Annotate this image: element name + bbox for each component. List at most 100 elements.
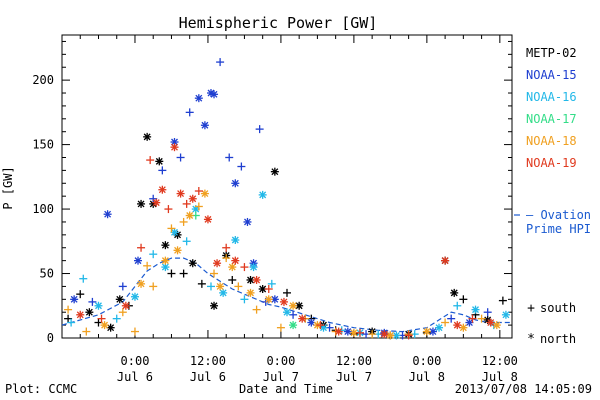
x-tick-label-time: 12:00 [190, 354, 226, 368]
metp-02-point [258, 285, 267, 294]
south-marker-symbol: + [527, 301, 535, 316]
noaa-15-point [483, 308, 492, 317]
noaa-18-point [118, 308, 127, 317]
noaa-15-point [243, 217, 252, 226]
noaa-15-point [231, 179, 240, 188]
noaa-18-point [368, 330, 377, 339]
noaa-15-point [134, 256, 143, 265]
metp-02-point [137, 199, 146, 208]
noaa-18-point [492, 321, 501, 330]
noaa-15-point [88, 297, 97, 306]
legend-ovation-prime-hpi: Prime HPI [526, 222, 591, 236]
metp-02-point [85, 308, 94, 317]
plot-frame [61, 34, 513, 339]
noaa-15-point [200, 121, 209, 130]
noaa-18-point [200, 189, 209, 198]
noaa-18-point [137, 279, 146, 288]
noaa-18-point [246, 288, 255, 297]
noaa-19-point [231, 256, 240, 265]
noaa-18-point [234, 282, 243, 291]
noaa-16-point [501, 310, 510, 319]
noaa-15-point [237, 162, 246, 171]
x-tick-label-date: Jul 6 [190, 370, 226, 384]
north-marker-label: north [540, 332, 576, 346]
legend-noaa-17: NOAA-17 [526, 112, 577, 126]
data-points-group [64, 58, 510, 340]
noaa-16-point [149, 250, 158, 259]
metp-02-point [179, 269, 188, 278]
noaa-18-point [194, 202, 203, 211]
x-tick-label-date: Jul 7 [263, 370, 299, 384]
legend-noaa-19: NOAA-19 [526, 156, 577, 170]
noaa-19-point [164, 205, 173, 214]
noaa-19-point [188, 194, 197, 203]
metp-02-point [270, 167, 279, 176]
metp-02-point [459, 295, 468, 304]
y-tick-label: 200 [32, 73, 54, 87]
metp-02-point [115, 295, 124, 304]
noaa-18-point [100, 321, 109, 330]
legend-noaa-16: NOAA-16 [526, 90, 577, 104]
noaa-19-point [404, 331, 413, 340]
noaa-16-point [94, 301, 103, 310]
noaa-16-point [283, 308, 291, 317]
noaa-19-point [222, 243, 231, 252]
noaa-16-point [471, 305, 480, 314]
noaa-16-point [231, 236, 240, 245]
noaa-18-point [143, 261, 152, 270]
x-tick-label-time: 12:00 [336, 354, 372, 368]
noaa-18-point [252, 305, 261, 314]
noaa-16-point [453, 301, 462, 310]
metp-02-point [76, 290, 85, 299]
noaa-16-point [258, 190, 267, 199]
ovation-prime-line [61, 257, 512, 333]
noaa-16-point [67, 318, 76, 327]
noaa-18-point [210, 269, 219, 278]
metp-02-point [450, 288, 459, 297]
noaa-19-point [252, 275, 261, 284]
noaa-18-point [130, 327, 139, 336]
noaa-16-point [170, 228, 179, 237]
noaa-19-point [380, 330, 389, 339]
noaa-15-point [194, 94, 203, 103]
noaa-19-point [298, 314, 307, 323]
metp-02-point [228, 275, 237, 284]
noaa-19-point [486, 318, 495, 327]
noaa-18-point [82, 327, 91, 336]
noaa-19-point [355, 328, 364, 337]
x-tick-label-date: Jul 7 [336, 370, 372, 384]
noaa-16-point [219, 288, 228, 297]
metp-02-point [197, 279, 206, 288]
plot-timestamp: 2013/07/08 14:05:09 [455, 382, 592, 396]
noaa-18-point [276, 323, 285, 332]
x-tick-label-date: Jul 8 [482, 370, 518, 384]
noaa-18-point [289, 301, 298, 310]
noaa-15-point [70, 295, 79, 304]
metp-02-point [498, 296, 507, 305]
noaa-19-point [76, 310, 85, 319]
legend-noaa-18: NOAA-18 [526, 134, 577, 148]
noaa-15-point [225, 153, 234, 162]
noaa-18-point [222, 254, 231, 263]
legend-metp-02: METP-02 [526, 46, 577, 60]
noaa-19-point [453, 321, 462, 330]
noaa-16-point [79, 274, 88, 283]
noaa-19-point [170, 143, 179, 152]
noaa-18-point [179, 217, 188, 226]
noaa-15-point [255, 125, 264, 134]
noaa-18-point [185, 211, 194, 220]
noaa-16-point [206, 282, 215, 291]
x-axis-label: Date and Time [239, 382, 333, 396]
noaa-16-point [240, 295, 249, 304]
noaa-16-point [112, 314, 121, 323]
noaa-19-point [316, 321, 325, 330]
x-tick-label-date: Jul 6 [117, 370, 153, 384]
noaa-18-point [216, 282, 225, 291]
metp-02-point [143, 132, 152, 141]
metp-02-point [167, 269, 176, 278]
noaa-19-point [441, 256, 450, 265]
noaa-18-point [64, 305, 73, 314]
noaa-19-point [264, 285, 273, 294]
noaa-17-point [289, 321, 298, 330]
